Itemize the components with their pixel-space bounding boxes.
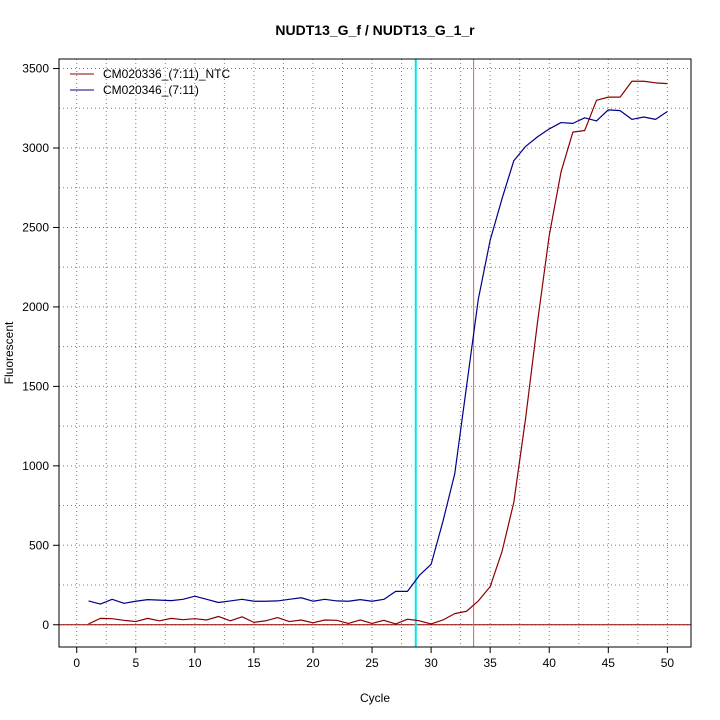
x-tick-label: 20	[306, 656, 320, 670]
x-tick-label: 40	[543, 656, 557, 670]
x-axis-title: Cycle	[360, 691, 390, 705]
x-tick-label: 35	[483, 656, 497, 670]
data-series	[88, 80, 668, 625]
y-tick-label: 2500	[22, 220, 49, 234]
plot-frame	[58, 58, 692, 648]
legend-label-sample: CM020346_(7:11)	[103, 83, 199, 97]
y-axis-title: Fluorescent	[2, 321, 16, 384]
x-tick-label: 45	[602, 656, 616, 670]
y-tick-label: 500	[29, 538, 49, 552]
x-tick-label: 0	[73, 656, 80, 670]
reference-lines	[59, 59, 691, 647]
chart-title: NUDT13_G_f / NUDT13_G_1_r	[275, 22, 475, 38]
series-line-2	[88, 109, 668, 605]
series-line-1	[88, 80, 668, 625]
y-axis: 0 500 1000 1500 2000 2500 3000 3500	[22, 62, 59, 632]
x-tick-label: 30	[424, 656, 438, 670]
y-tick-label: 0	[42, 618, 49, 632]
x-tick-label: 5	[132, 656, 139, 670]
x-tick-label: 25	[365, 656, 379, 670]
x-tick-label: 50	[661, 656, 675, 670]
y-tick-label: 2000	[22, 300, 49, 314]
y-tick-label: 3500	[22, 62, 49, 76]
x-axis: 0 5 10 15 20 25 30 35 40 45 50	[73, 647, 674, 670]
x-tick-label: 15	[247, 656, 261, 670]
y-tick-label: 3000	[22, 141, 49, 155]
x-tick-label: 10	[188, 656, 202, 670]
y-tick-label: 1000	[22, 459, 49, 473]
legend-label-ntc: CM020336_(7:11)_NTC	[103, 67, 231, 81]
legend: CM020336_(7:11)_NTC CM020346_(7:11)	[70, 67, 231, 97]
gridlines	[59, 59, 691, 647]
y-tick-label: 1500	[22, 379, 49, 393]
